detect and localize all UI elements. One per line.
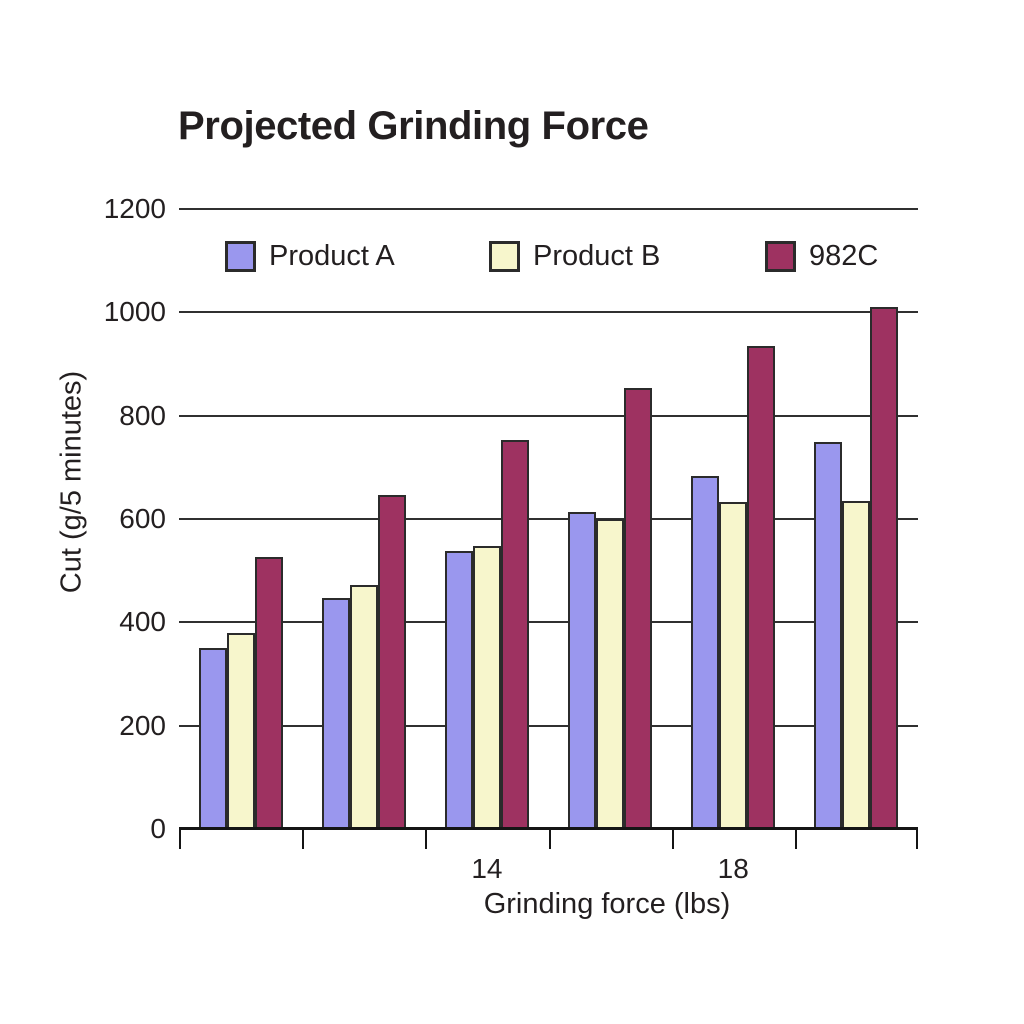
x-axis-tick <box>916 829 918 849</box>
chart-title: Projected Grinding Force <box>178 104 649 148</box>
gridline-400 <box>179 621 918 624</box>
x-axis-tick-labels: 14 18 <box>179 853 918 887</box>
gridline-600 <box>179 518 918 520</box>
bar-product-a <box>814 441 843 829</box>
x-axis-tick <box>548 829 551 849</box>
gridline-800 <box>179 414 918 417</box>
bar-982c <box>870 307 899 829</box>
y-tick-label: 1200 <box>103 193 166 224</box>
bar-product-b <box>596 519 625 829</box>
bar-product-b <box>842 500 871 829</box>
bar-982c <box>747 346 776 829</box>
bar-product-b <box>349 585 378 829</box>
x-axis-line <box>179 827 918 830</box>
y-tick-label: 800 <box>119 399 166 431</box>
legend-item-product-a: Product A <box>225 240 395 273</box>
bar-982c <box>624 388 653 829</box>
legend-swatch-product-a <box>225 241 256 272</box>
gridline-200 <box>179 724 918 727</box>
x-axis-title: Grinding force (lbs) <box>483 888 731 920</box>
legend-item-product-b: Product B <box>489 240 660 273</box>
bar-product-a <box>198 648 227 829</box>
legend-swatch-982c <box>765 241 796 272</box>
gridline-1200 <box>179 208 918 210</box>
x-axis-tick <box>671 829 674 849</box>
bar-product-b <box>719 502 748 829</box>
x-axis-tick <box>794 829 797 849</box>
x-axis-tick <box>179 829 181 849</box>
legend-swatch-product-b <box>489 241 520 272</box>
x-tick-label: 14 <box>471 853 503 884</box>
bar-product-b <box>472 545 501 829</box>
x-tick-label: 18 <box>717 853 749 884</box>
legend-item-982c: 982C <box>765 240 878 273</box>
y-tick-label: 0 <box>150 813 166 844</box>
x-axis-tick <box>425 829 428 849</box>
bar-982c <box>377 494 406 829</box>
bar-product-a <box>321 597 350 829</box>
y-tick-label: 1000 <box>103 296 166 328</box>
bar-product-a <box>568 511 597 829</box>
y-axis-title: Cut (g/5 minutes) <box>55 370 88 594</box>
legend-label-product-a: Product A <box>269 240 395 272</box>
bar-product-a <box>444 551 473 829</box>
bar-product-b <box>226 632 255 829</box>
y-tick-label: 200 <box>119 709 166 741</box>
y-axis-tick-labels: 0 200 400 600 800 1000 1200 <box>58 193 166 844</box>
y-tick-label: 400 <box>119 606 166 638</box>
x-axis-tick <box>302 829 305 849</box>
legend-label-982c: 982C <box>809 240 879 272</box>
plot-area <box>179 208 918 849</box>
y-tick-label: 600 <box>119 503 166 534</box>
gridline-1000 <box>179 311 918 314</box>
legend-label-product-b: Product B <box>533 240 661 272</box>
bar-982c <box>500 439 529 829</box>
bar-product-a <box>691 475 720 829</box>
bar-982c <box>254 557 283 829</box>
